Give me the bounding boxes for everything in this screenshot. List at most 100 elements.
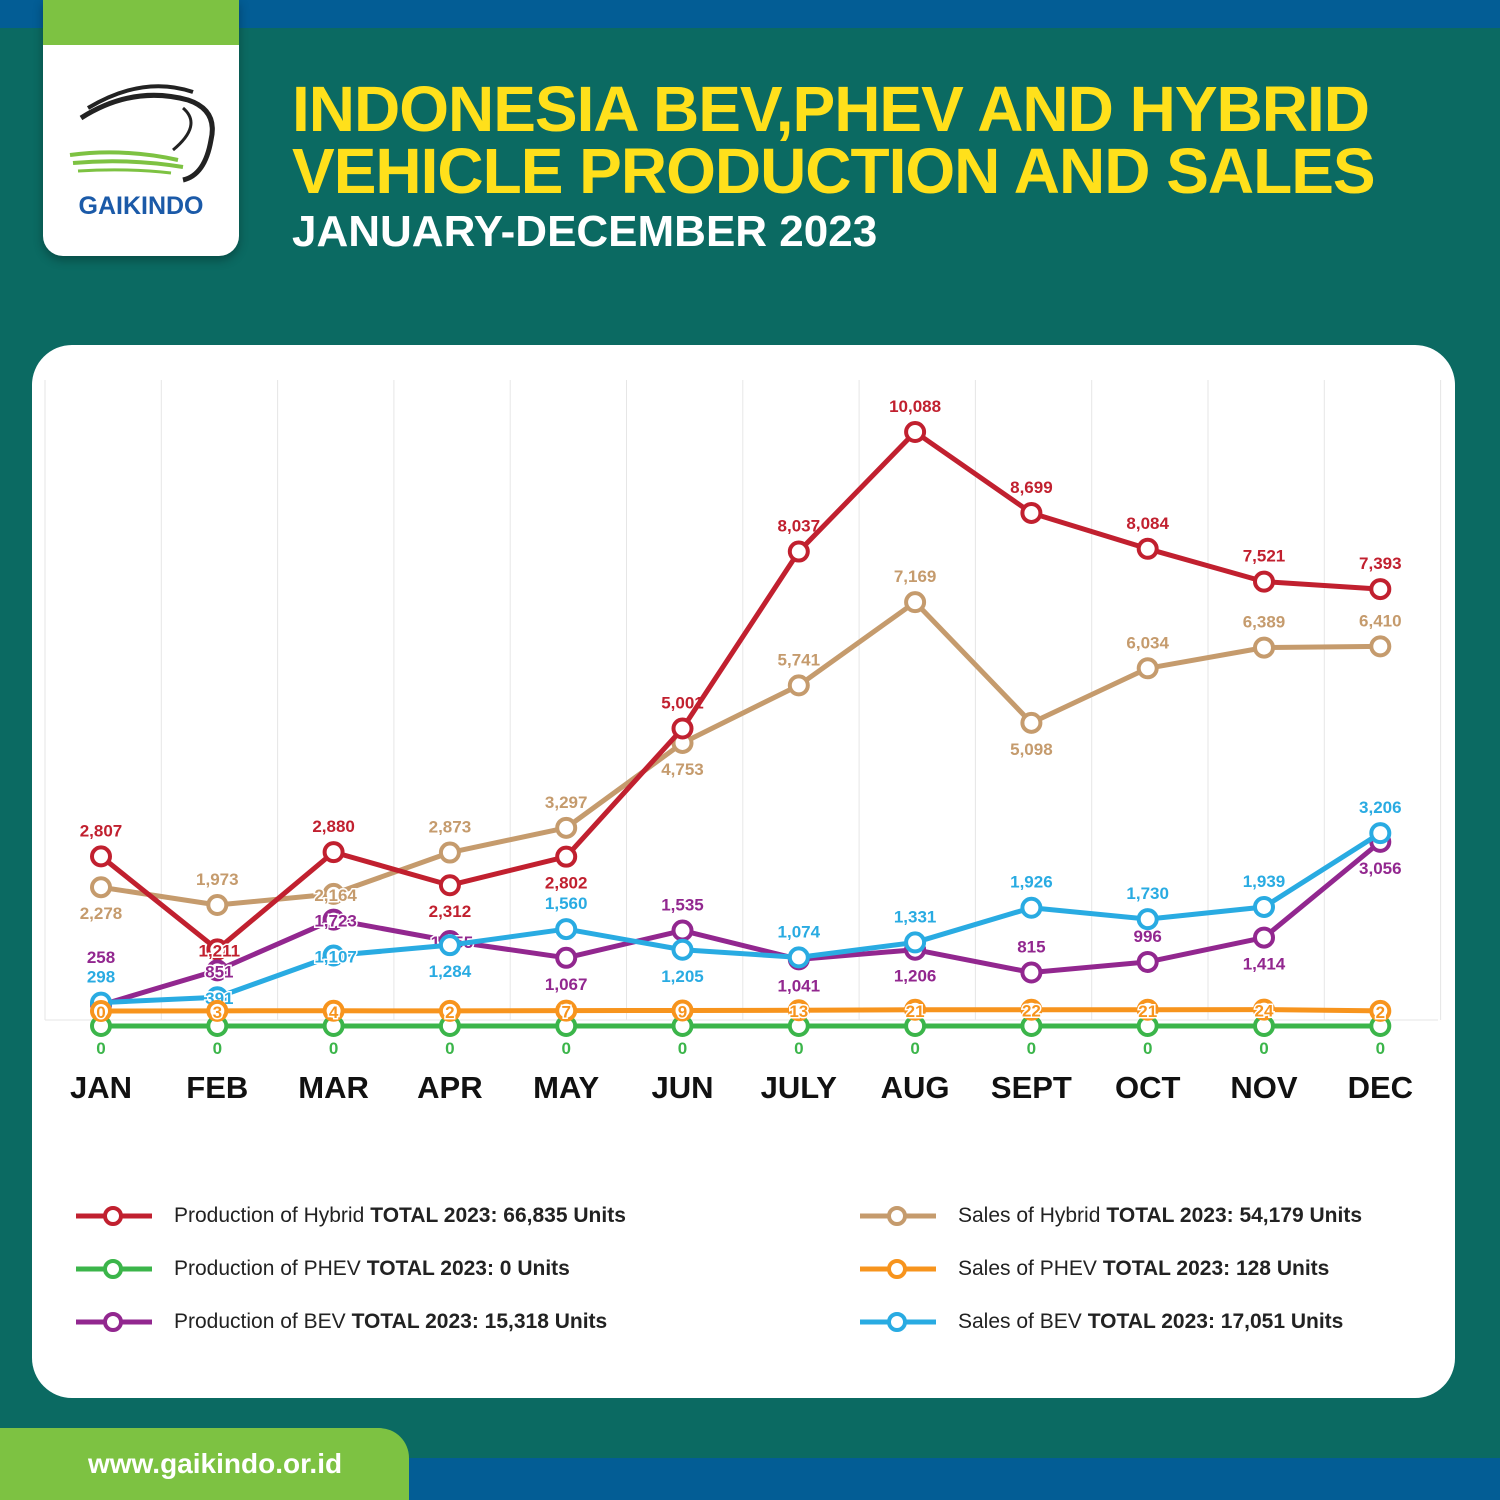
legend-series-name: Sales of BEV (958, 1310, 1082, 1333)
title-line-1: INDONESIA BEV,PHEV AND HYBRID (292, 73, 1370, 145)
data-label: 7,521 (1243, 547, 1286, 566)
x-tick-label: MAY (533, 1070, 599, 1105)
data-label: 3,297 (545, 793, 588, 812)
data-label: 1,211 (198, 941, 240, 960)
legend-series-total: TOTAL 2023: 54,179 Units (1106, 1204, 1363, 1227)
top-bar (0, 0, 1500, 28)
data-point (787, 999, 810, 1022)
data-point (322, 882, 345, 905)
data-label: 2 (1376, 1003, 1385, 1022)
legend-series-name: Sales of Hybrid (958, 1204, 1101, 1227)
data-label: 10,088 (889, 397, 941, 416)
data-point (904, 998, 927, 1021)
data-point (1020, 896, 1043, 919)
page-subtitle: JANUARY-DECEMBER 2023 (292, 207, 878, 256)
data-label: 21 (1138, 1002, 1157, 1021)
data-point (90, 845, 112, 868)
data-point (1020, 501, 1043, 524)
data-point (904, 591, 927, 614)
data-label: 0 (1143, 1039, 1152, 1058)
data-label: 258 (87, 948, 115, 967)
data-label: 2,873 (429, 818, 472, 837)
data-label: 1,331 (894, 907, 937, 926)
data-label: 815 (1017, 937, 1045, 956)
data-point (1369, 635, 1392, 658)
data-label: 1,107 (314, 947, 357, 966)
data-label: 0 (213, 1039, 222, 1058)
data-label: 7,169 (894, 567, 937, 586)
data-point (1369, 822, 1392, 845)
data-point (1253, 998, 1275, 1021)
data-label: 7,393 (1359, 554, 1402, 573)
legend-series-total: TOTAL 2023: 15,318 Units (351, 1310, 608, 1333)
data-point (90, 876, 112, 899)
data-label: 6,389 (1243, 613, 1286, 632)
series-line (100, 839, 1382, 1008)
legend-series-name: Sales of PHEV (958, 1257, 1097, 1280)
footer-bar (400, 1458, 1500, 1500)
data-label: 1,284 (429, 962, 472, 981)
data-point (1020, 961, 1043, 984)
legend-item: Production of Hybrid TOTAL 2023: 66,835 U… (74, 1203, 626, 1229)
data-label: 8,084 (1126, 514, 1169, 533)
data-point (1020, 998, 1043, 1021)
data-point (1136, 537, 1159, 560)
data-point (322, 999, 345, 1022)
x-tick-label: FEB (186, 1070, 248, 1105)
data-point (787, 540, 810, 563)
gaikindo-logo: GAIKINDO (43, 0, 239, 256)
data-label: 13 (789, 1002, 808, 1021)
data-label: 1,973 (196, 870, 239, 889)
data-label: 2,164 (314, 886, 357, 905)
legend-item: Sales of BEV TOTAL 2023: 17,051 Units (858, 1309, 1343, 1335)
data-point (555, 845, 578, 868)
legend-marker-icon (860, 1259, 936, 1279)
data-point (90, 1000, 112, 1022)
page-title: INDONESIA BEV,PHEV AND HYBRID VEHICLE PR… (292, 73, 1376, 207)
data-label: 0 (329, 1039, 338, 1058)
legend-series-name: Production of BEV (174, 1310, 346, 1333)
x-tick-label: MAR (298, 1070, 369, 1105)
data-label: 1,414 (1243, 955, 1286, 974)
data-label: 2,880 (312, 817, 355, 836)
car-swoosh-icon (69, 84, 215, 183)
data-point (787, 946, 810, 969)
data-label: 0 (1259, 1039, 1268, 1058)
data-label: 0 (910, 1039, 919, 1058)
data-label: 0 (96, 1039, 105, 1058)
legend-item: Production of BEV TOTAL 2023: 15,318 Unit… (74, 1309, 607, 1335)
data-label: 24 (1255, 1002, 1274, 1021)
x-tick-label: AUG (881, 1070, 950, 1105)
data-point (322, 944, 345, 967)
data-point (904, 421, 927, 443)
data-point (1253, 570, 1275, 593)
data-point (1253, 926, 1275, 949)
data-label: 851 (205, 962, 233, 981)
legend-series-total: TOTAL 2023: 128 Units (1102, 1257, 1330, 1280)
data-point (671, 938, 694, 961)
data-label: 5,741 (778, 650, 821, 669)
x-tick-label: JUN (651, 1070, 713, 1105)
legend-marker-icon (860, 1312, 936, 1332)
data-point (555, 918, 578, 941)
legend-marker-icon (76, 1206, 152, 1226)
data-label: 2 (445, 1003, 454, 1022)
title-line-2: VEHICLE PRODUCTION AND SALES (292, 135, 1376, 207)
x-tick-label: SEPT (991, 1070, 1072, 1105)
data-label: 0 (794, 1039, 803, 1058)
data-label: 2,278 (80, 904, 123, 923)
data-label: 0 (96, 1003, 105, 1022)
x-tick-label: APR (417, 1070, 482, 1105)
data-label: 1,041 (778, 976, 821, 995)
website-link[interactable]: www.gaikindo.or.id (88, 1448, 343, 1479)
legend-marker-icon (76, 1312, 152, 1332)
data-point (555, 999, 578, 1022)
data-label: 5,098 (1010, 740, 1053, 759)
data-point (1253, 636, 1275, 659)
legend-marker-icon (860, 1206, 936, 1226)
data-point (322, 841, 345, 864)
data-label: 2,802 (545, 874, 588, 893)
logo-green-tab (43, 0, 239, 45)
data-point (438, 874, 461, 897)
data-label: 9 (678, 1002, 687, 1021)
